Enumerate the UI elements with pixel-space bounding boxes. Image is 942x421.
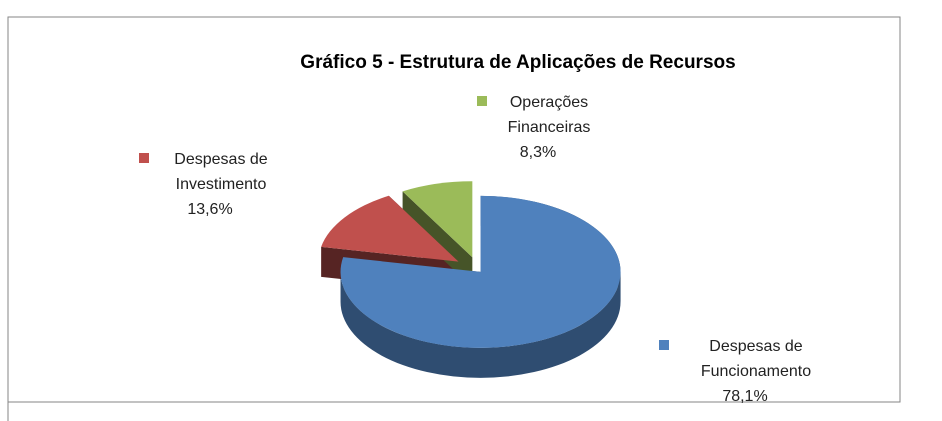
slice-side	[340, 271, 621, 378]
pie-slice	[402, 181, 473, 258]
legend-marker	[139, 153, 149, 163]
data-label: Despesas de Investimento 13,6%	[110, 147, 310, 222]
data-label: Operações Financeiras 8,3%	[448, 90, 628, 165]
slice-wall	[402, 191, 473, 288]
value-label: 13,6%	[187, 201, 233, 218]
chart-title: Gráfico 5 - Estrutura de Aplicações de R…	[300, 52, 735, 73]
value-label: 78,1%	[722, 388, 768, 405]
pie-slice	[321, 195, 459, 262]
category-label: Despesas de Investimento	[174, 151, 268, 193]
legend-marker	[659, 340, 669, 350]
category-label: Despesas de Funcionamento	[700, 338, 812, 380]
category-label: Operações Financeiras	[507, 94, 591, 136]
legend-marker	[477, 96, 487, 106]
value-label: 8,3%	[519, 144, 557, 161]
pie-slice	[340, 195, 621, 348]
data-label: Despesas de Funcionamento 78,1%	[640, 334, 850, 409]
